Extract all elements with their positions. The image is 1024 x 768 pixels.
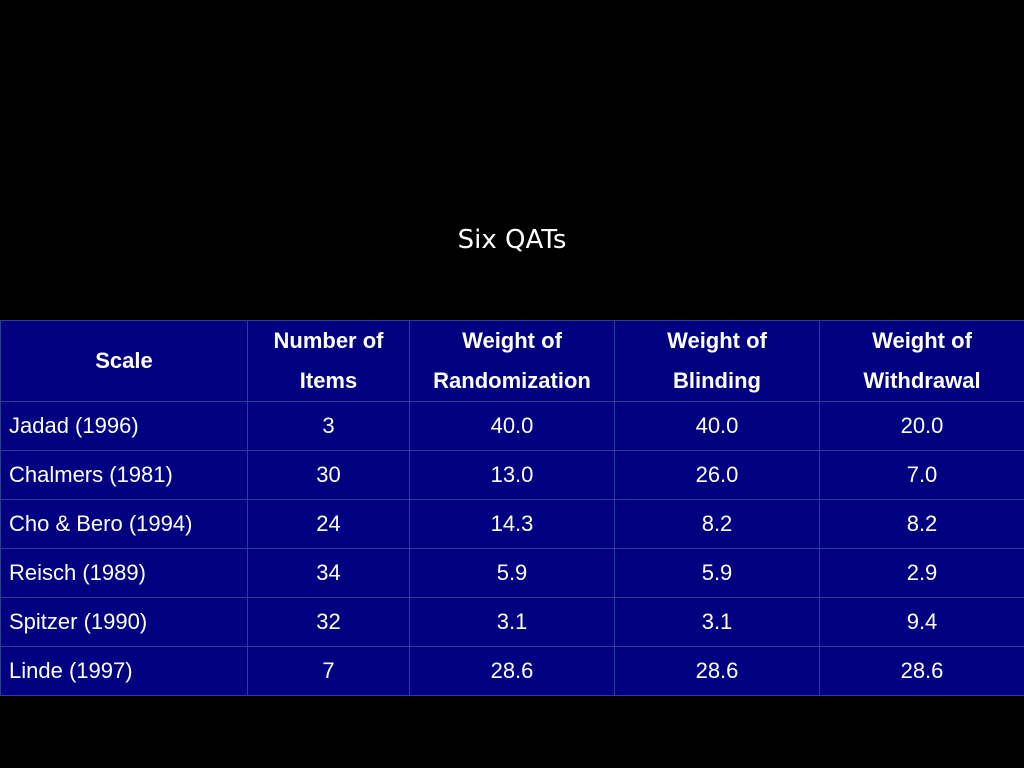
qat-table: Scale Number of Items Weight of Randomiz…: [0, 320, 1024, 696]
header-weight-randomization: Weight of Randomization: [409, 320, 615, 402]
randomization-cell: 3.1: [409, 597, 615, 647]
withdrawal-cell: 8.2: [819, 499, 1024, 549]
table-row: Chalmers (1981) 30 13.0 26.0 7.0: [0, 450, 1024, 500]
randomization-cell: 14.3: [409, 499, 615, 549]
items-cell: 34: [247, 548, 410, 598]
blinding-cell: 26.0: [614, 450, 820, 500]
header-weight-blinding: Weight of Blinding: [614, 320, 820, 402]
withdrawal-cell: 9.4: [819, 597, 1024, 647]
randomization-cell: 28.6: [409, 646, 615, 696]
header-scale: Scale: [0, 320, 248, 402]
scale-cell: Spitzer (1990): [0, 597, 248, 647]
blinding-cell: 5.9: [614, 548, 820, 598]
table-row: Cho & Bero (1994) 24 14.3 8.2 8.2: [0, 499, 1024, 549]
scale-cell: Reisch (1989): [0, 548, 248, 598]
randomization-cell: 5.9: [409, 548, 615, 598]
blinding-cell: 40.0: [614, 401, 820, 451]
header-items-line-2: Items: [299, 368, 358, 393]
table-row: Spitzer (1990) 32 3.1 3.1 9.4: [0, 597, 1024, 647]
blinding-cell: 8.2: [614, 499, 820, 549]
withdrawal-cell: 28.6: [819, 646, 1024, 696]
blinding-cell: 3.1: [614, 597, 820, 647]
header-randomization-line-1: Weight of: [462, 328, 562, 353]
withdrawal-cell: 20.0: [819, 401, 1024, 451]
table-row: Reisch (1989) 34 5.9 5.9 2.9: [0, 548, 1024, 598]
withdrawal-cell: 7.0: [819, 450, 1024, 500]
header-number-of-items: Number of Items: [247, 320, 410, 402]
header-weight-withdrawal: Weight of Withdrawal: [819, 320, 1024, 402]
header-randomization-line-2: Randomization: [433, 368, 591, 393]
header-blinding-line-1: Weight of: [667, 328, 767, 353]
scale-cell: Linde (1997): [0, 646, 248, 696]
items-cell: 30: [247, 450, 410, 500]
header-scale-line-1: Scale: [95, 348, 153, 373]
header-blinding-line-2: Blinding: [673, 368, 761, 393]
randomization-cell: 40.0: [409, 401, 615, 451]
items-cell: 24: [247, 499, 410, 549]
scale-cell: Jadad (1996): [0, 401, 248, 451]
randomization-cell: 13.0: [409, 450, 615, 500]
items-cell: 32: [247, 597, 410, 647]
slide-title: Six QATs: [457, 225, 567, 255]
header-withdrawal-line-1: Weight of: [872, 328, 972, 353]
header-withdrawal-line-2: Withdrawal: [863, 368, 981, 393]
header-items-line-1: Number of: [273, 328, 384, 353]
table-row: Linde (1997) 7 28.6 28.6 28.6: [0, 646, 1024, 696]
table-row: Jadad (1996) 3 40.0 40.0 20.0: [0, 401, 1024, 451]
withdrawal-cell: 2.9: [819, 548, 1024, 598]
items-cell: 7: [247, 646, 410, 696]
items-cell: 3: [247, 401, 410, 451]
scale-cell: Chalmers (1981): [0, 450, 248, 500]
scale-cell: Cho & Bero (1994): [0, 499, 248, 549]
header-row: Scale Number of Items Weight of Randomiz…: [0, 320, 1024, 402]
blinding-cell: 28.6: [614, 646, 820, 696]
